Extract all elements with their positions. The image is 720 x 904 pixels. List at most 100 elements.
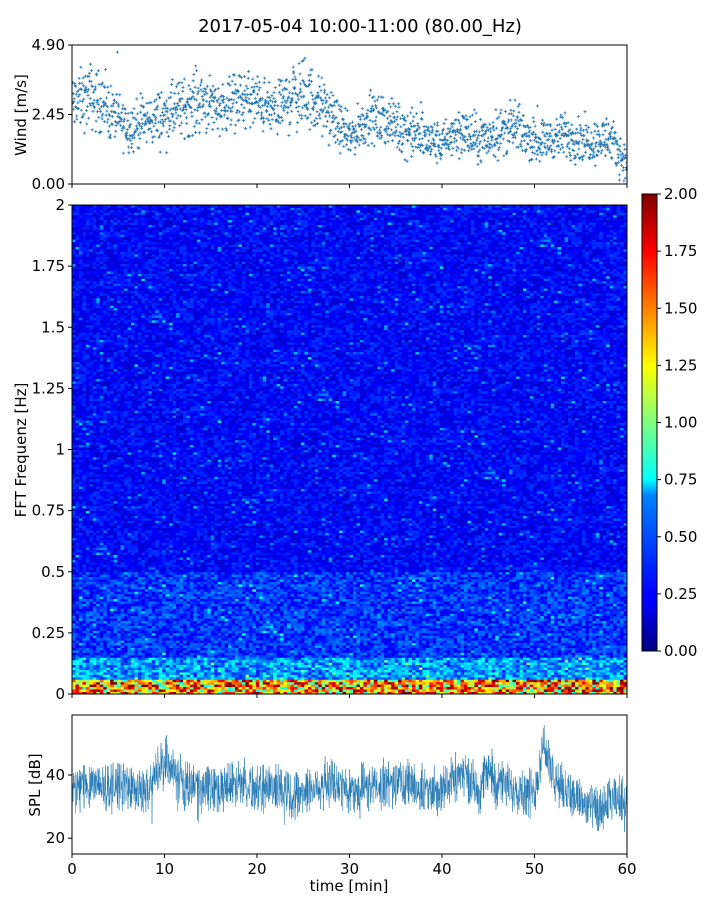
spectrogram-cell bbox=[141, 672, 145, 675]
wind-point bbox=[418, 146, 421, 149]
spectrogram-cell bbox=[332, 645, 336, 648]
spectrogram-cell bbox=[145, 657, 149, 660]
spectrogram-cell bbox=[377, 655, 381, 658]
wind-y-axis-label: Wind [m/s] bbox=[12, 74, 30, 156]
spectrogram-cell bbox=[180, 655, 184, 658]
spectrogram-cell bbox=[572, 674, 576, 677]
wind-point bbox=[127, 112, 130, 115]
spectrogram-cell bbox=[204, 670, 208, 673]
spectrogram-cell bbox=[429, 679, 433, 682]
spectrogram-cell bbox=[471, 650, 475, 653]
spectrogram-cell bbox=[443, 689, 447, 692]
spectrogram-cell bbox=[613, 662, 617, 665]
spectrogram-cell bbox=[551, 679, 555, 682]
spectrogram-cell bbox=[134, 687, 138, 690]
wind-point bbox=[173, 126, 176, 129]
spectrogram-cell bbox=[315, 670, 319, 673]
spectrogram-cell bbox=[377, 657, 381, 660]
spectrogram-cell bbox=[235, 662, 239, 665]
spectrogram-cell bbox=[124, 682, 128, 685]
spectrogram-cell bbox=[141, 657, 145, 660]
spectrogram-cell bbox=[467, 682, 471, 685]
spectrogram-cell bbox=[454, 674, 458, 677]
wind-point bbox=[412, 149, 415, 152]
wind-point bbox=[564, 111, 567, 114]
spectrogram-cell bbox=[308, 689, 312, 692]
spectrogram-cell bbox=[617, 677, 621, 680]
spectrogram-cell bbox=[554, 684, 558, 687]
spectrogram-cell bbox=[93, 655, 97, 658]
spectrogram-cell bbox=[422, 684, 426, 687]
spectrogram-cell bbox=[232, 652, 236, 655]
spectrogram-cell bbox=[613, 687, 617, 690]
spectrogram-cell bbox=[617, 660, 621, 663]
wind-point bbox=[247, 77, 250, 80]
spectrogram-cell bbox=[578, 655, 582, 658]
wind-point bbox=[256, 93, 259, 96]
spectrogram-cell bbox=[134, 645, 138, 648]
wind-point bbox=[476, 137, 479, 140]
spectrogram-cell bbox=[492, 684, 496, 687]
spectrogram-cell bbox=[533, 682, 537, 685]
spectrogram-cell bbox=[419, 687, 423, 690]
spectrogram-cell bbox=[284, 687, 288, 690]
spectrogram-cell bbox=[381, 645, 385, 648]
spectrogram-cell bbox=[214, 677, 218, 680]
spectrogram-cell bbox=[273, 684, 277, 687]
spectrogram-cell bbox=[308, 648, 312, 651]
spectrogram-cell bbox=[89, 672, 93, 675]
spectrogram-cell bbox=[350, 648, 354, 651]
spectrogram-cell bbox=[450, 665, 454, 668]
spectrogram-cell bbox=[537, 672, 541, 675]
spectrogram-cell bbox=[270, 679, 274, 682]
spectrogram-cell bbox=[499, 657, 503, 660]
spectrogram-cell bbox=[159, 670, 163, 673]
spectrogram-cell bbox=[578, 662, 582, 665]
spectrogram-cell bbox=[519, 655, 523, 658]
spectrogram-cell bbox=[395, 682, 399, 685]
spectrogram-cell bbox=[256, 662, 260, 665]
spectrogram-cell bbox=[107, 679, 111, 682]
spectrogram-cell bbox=[568, 670, 572, 673]
spectrogram-cell bbox=[499, 682, 503, 685]
spectrogram-cell bbox=[259, 648, 263, 651]
spectrogram-cell bbox=[100, 684, 104, 687]
wind-x-axis bbox=[72, 184, 627, 188]
spectrogram-cell bbox=[263, 687, 267, 690]
spectrogram-cell bbox=[162, 660, 166, 663]
spectrogram-cell bbox=[374, 674, 378, 677]
spectrogram-cell bbox=[336, 650, 340, 653]
spectrogram-cell bbox=[79, 689, 83, 692]
spectrogram-cell bbox=[297, 648, 301, 651]
spectrogram-cell bbox=[121, 682, 125, 685]
spectrogram-cell bbox=[155, 670, 159, 673]
spectrogram-cell bbox=[72, 677, 76, 680]
spectrogram-cell bbox=[232, 689, 236, 692]
wind-point bbox=[554, 128, 557, 131]
wind-point bbox=[171, 78, 174, 81]
spectrogram-cell bbox=[121, 645, 125, 648]
spectrogram-cell bbox=[117, 672, 121, 675]
spectrogram-cell bbox=[388, 689, 392, 692]
spectrogram-cell bbox=[408, 648, 412, 651]
spectrogram-cell bbox=[318, 662, 322, 665]
spectrogram-cell bbox=[134, 679, 138, 682]
spectrogram-cell bbox=[419, 655, 423, 658]
wind-point bbox=[249, 126, 252, 129]
spectrogram-cell bbox=[259, 660, 263, 663]
spectrogram-cell bbox=[86, 677, 90, 680]
spectrogram-cell bbox=[110, 684, 114, 687]
wind-point bbox=[504, 110, 507, 113]
spectrogram-cell bbox=[263, 684, 267, 687]
spectrogram-cell bbox=[117, 684, 121, 687]
wind-point bbox=[190, 106, 193, 109]
spectrogram-cell bbox=[336, 655, 340, 658]
spectrogram-cell bbox=[249, 655, 253, 658]
spectrogram-cell bbox=[117, 674, 121, 677]
spectrogram-cell bbox=[242, 657, 246, 660]
wind-point bbox=[605, 138, 608, 141]
spectrogram-cell bbox=[291, 689, 295, 692]
spectrogram-cell bbox=[311, 682, 315, 685]
spectrogram-cell bbox=[280, 662, 284, 665]
spectrogram-cell bbox=[554, 655, 558, 658]
